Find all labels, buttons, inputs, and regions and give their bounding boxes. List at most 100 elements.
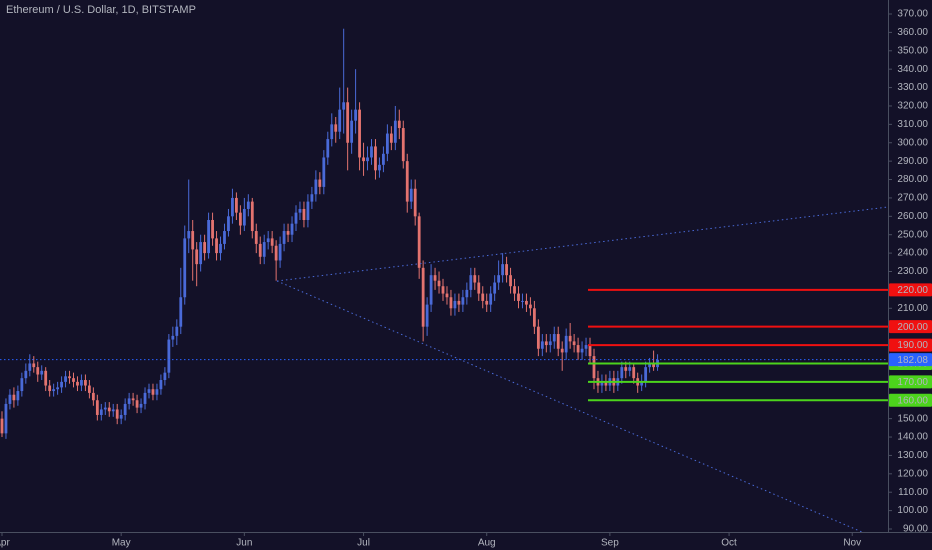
candle-body — [485, 300, 489, 305]
candle-body — [0, 418, 4, 434]
candle-body — [652, 363, 655, 368]
candle-body — [274, 245, 278, 261]
candle-body — [159, 380, 163, 390]
last-price-badge — [889, 353, 932, 367]
y-tick-label: 120.00 — [897, 468, 928, 479]
candle-body — [107, 407, 111, 412]
level-label: 200.00 — [897, 322, 928, 333]
candle-body — [334, 124, 338, 132]
candle-body — [362, 157, 365, 162]
candle-body — [131, 398, 135, 401]
y-tick-label: 140.00 — [897, 432, 928, 443]
candle-body — [258, 243, 262, 257]
candle-body — [91, 392, 95, 401]
candle-body — [24, 370, 28, 379]
candle-body — [560, 348, 564, 353]
candle-body — [358, 109, 361, 158]
candle-body — [235, 197, 238, 213]
candle-body — [552, 334, 556, 342]
candle-body — [342, 102, 346, 110]
candle-body — [413, 188, 417, 217]
candle-body — [211, 220, 214, 239]
candle-body — [44, 370, 48, 386]
candle-body — [32, 363, 36, 368]
candle-body — [95, 400, 99, 415]
candle-body — [346, 102, 350, 143]
candle-body — [389, 133, 393, 143]
level-badge — [889, 375, 932, 389]
candle-body — [374, 146, 377, 171]
candle-body — [513, 286, 516, 294]
candle-body — [266, 238, 270, 243]
x-tick-label: Jun — [236, 538, 252, 549]
y-tick-label: 230.00 — [897, 266, 928, 277]
candle-body — [179, 297, 183, 327]
candle-body — [242, 208, 246, 226]
candle-body — [16, 391, 20, 401]
candle-body — [135, 400, 139, 408]
candle-body — [270, 238, 274, 246]
candle-body — [187, 231, 191, 239]
candle-body — [405, 161, 409, 202]
candle-body — [278, 243, 282, 261]
candle-body — [183, 238, 187, 298]
candle-body — [497, 275, 501, 283]
chart-title: Ethereum / U.S. Dollar, 1D, BITSTAMP — [6, 4, 196, 16]
candle-body — [123, 403, 127, 415]
candle-body — [227, 216, 230, 232]
candle-body — [294, 212, 298, 224]
candle-body — [505, 264, 508, 276]
candle-body — [103, 407, 107, 410]
candle-body — [449, 297, 453, 309]
candle-body — [409, 188, 413, 202]
candle-body — [314, 179, 318, 195]
level-badge — [889, 393, 932, 407]
candle-body — [378, 164, 381, 171]
candle-body — [536, 326, 540, 349]
candle-body — [628, 367, 632, 371]
plot-area — [0, 28, 888, 439]
candle-body — [429, 275, 433, 305]
level-badge — [889, 338, 932, 352]
candle-body — [540, 341, 544, 349]
candle-body — [600, 381, 604, 386]
candle-body — [521, 300, 524, 302]
y-tick-label: 310.00 — [897, 119, 928, 130]
y-tick-label: 250.00 — [897, 229, 928, 240]
candle-body — [489, 293, 493, 305]
x-tick-label: Oct — [721, 538, 737, 549]
candle-body — [401, 128, 405, 162]
candle-body — [52, 389, 56, 392]
candle-body — [382, 153, 385, 165]
candle-body — [481, 293, 485, 301]
candle-body — [592, 356, 596, 379]
y-tick-label: 330.00 — [897, 82, 928, 93]
candle-body — [56, 387, 60, 390]
candle-body — [576, 345, 580, 353]
level-label: 190.00 — [897, 340, 928, 351]
candle-body — [72, 378, 75, 382]
candle-body — [310, 194, 314, 202]
candle-body — [640, 381, 644, 386]
candle-body — [445, 293, 449, 298]
candle-body — [111, 409, 115, 412]
candle-body — [568, 335, 572, 342]
x-tick-label: Jul — [357, 538, 370, 549]
candle-body — [219, 243, 222, 254]
candle-body — [4, 403, 8, 434]
candle-body — [330, 124, 334, 140]
candle-body — [509, 275, 512, 287]
y-tick-label: 260.00 — [897, 211, 928, 222]
y-tick-label: 130.00 — [897, 450, 928, 461]
candle-body — [350, 120, 354, 143]
candle-body — [290, 223, 294, 235]
level-label: 160.00 — [897, 395, 928, 406]
candle-body — [48, 385, 52, 392]
y-tick-label: 290.00 — [897, 156, 928, 167]
candle-body — [99, 409, 103, 415]
y-tick-label: 340.00 — [897, 64, 928, 75]
candle-body — [473, 275, 477, 283]
y-tick-label: 270.00 — [897, 193, 928, 204]
x-tick-label: Aug — [478, 538, 496, 549]
